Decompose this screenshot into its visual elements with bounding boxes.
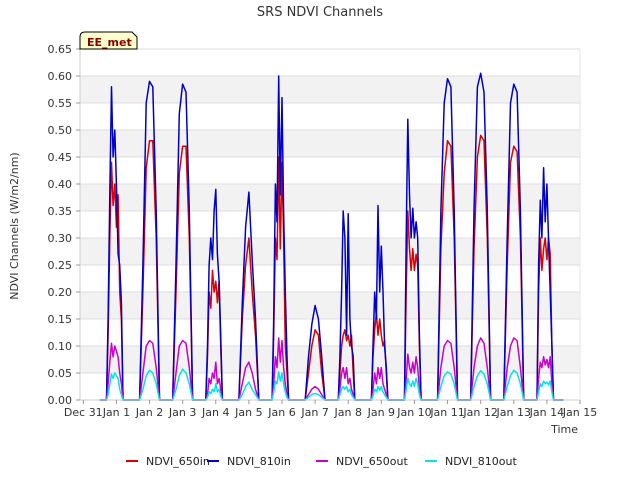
- legend-item: NDVI_810out: [425, 455, 517, 468]
- y-tick-label: 0.55: [48, 97, 73, 110]
- site-badge: EE_met: [79, 31, 138, 50]
- plot-background: [80, 49, 580, 400]
- series-line-NDVI_810out: [99, 368, 564, 401]
- grid-band: [80, 184, 580, 211]
- y-tick-label: 0.50: [48, 124, 73, 137]
- y-tick-label: 0.25: [48, 259, 73, 272]
- plot-area: [80, 49, 580, 400]
- y-tick-label: 0.05: [48, 367, 73, 380]
- legend-item: NDVI_650in: [126, 455, 210, 468]
- legend-label: NDVI_650out: [336, 455, 408, 468]
- y-axis-ticks: 0.00 0.05 0.10 0.15 0.20 0.25 0.30 0.35 0.40 0.45…: [48, 43, 80, 407]
- y-axis-label: NDVI Channels (W/m2/nm): [8, 152, 21, 299]
- y-tick-label: 0.65: [48, 43, 73, 56]
- legend-label: NDVI_650in: [146, 455, 210, 468]
- x-tick-label: Jan 2: [135, 406, 163, 419]
- x-tick-label: Jan 11: [429, 406, 464, 419]
- axes: [79, 49, 581, 401]
- series-line-NDVI_810in: [99, 72, 564, 401]
- series-line-NDVI_650out: [99, 337, 564, 401]
- x-axis-ticks: Dec 31 Jan 1 Jan 2 Jan 3 Jan 4 Jan 5 Jan 6 Jan …: [64, 400, 597, 419]
- x-tick-label: Jan 6: [267, 406, 295, 419]
- y-tick-label: 0.60: [48, 70, 73, 83]
- x-tick-label: Jan 14: [529, 406, 564, 419]
- x-axis-label: Time: [550, 423, 578, 436]
- legend-item: NDVI_650out: [316, 455, 408, 468]
- x-tick-label: Jan 9: [367, 406, 395, 419]
- grid-band: [80, 130, 580, 157]
- x-tick-label: Dec 31: [64, 406, 103, 419]
- x-tick-label: Jan 13: [496, 406, 531, 419]
- x-tick-label: Jan 8: [333, 406, 361, 419]
- grid-band: [80, 76, 580, 103]
- legend-label: NDVI_810in: [227, 455, 291, 468]
- y-tick-label: 0.10: [48, 340, 73, 353]
- y-tick-label: 0.20: [48, 286, 73, 299]
- grid-band: [80, 292, 580, 319]
- grid-band: [80, 238, 580, 265]
- y-tick-label: 0.45: [48, 151, 73, 164]
- y-tick-label: 0.35: [48, 205, 73, 218]
- y-tick-label: 0.30: [48, 232, 73, 245]
- x-tick-label: Jan 1: [102, 406, 130, 419]
- legend-label: NDVI_810out: [445, 455, 517, 468]
- x-tick-label: Jan 15: [562, 406, 597, 419]
- y-tick-label: 0.40: [48, 178, 73, 191]
- x-tick-label: Jan 3: [168, 406, 196, 419]
- grid-band: [80, 346, 580, 373]
- x-tick-label: Jan 7: [300, 406, 328, 419]
- site-badge-label: EE_met: [87, 36, 132, 49]
- legend-item: NDVI_810in: [207, 455, 291, 468]
- series-layer: [99, 72, 564, 401]
- legend: NDVI_650in NDVI_810in NDVI_650out NDVI_810o…: [126, 455, 517, 468]
- x-tick-label: Jan 4: [201, 406, 229, 419]
- y-tick-label: 0.15: [48, 313, 73, 326]
- x-tick-label: Jan 12: [462, 406, 497, 419]
- y-tick-label: 0.00: [48, 394, 73, 407]
- x-tick-label: Jan 5: [234, 406, 262, 419]
- site-badge-box: [79, 31, 138, 50]
- chart-title: SRS NDVI Channels: [257, 5, 383, 20]
- x-tick-label: Jan 10: [396, 406, 431, 419]
